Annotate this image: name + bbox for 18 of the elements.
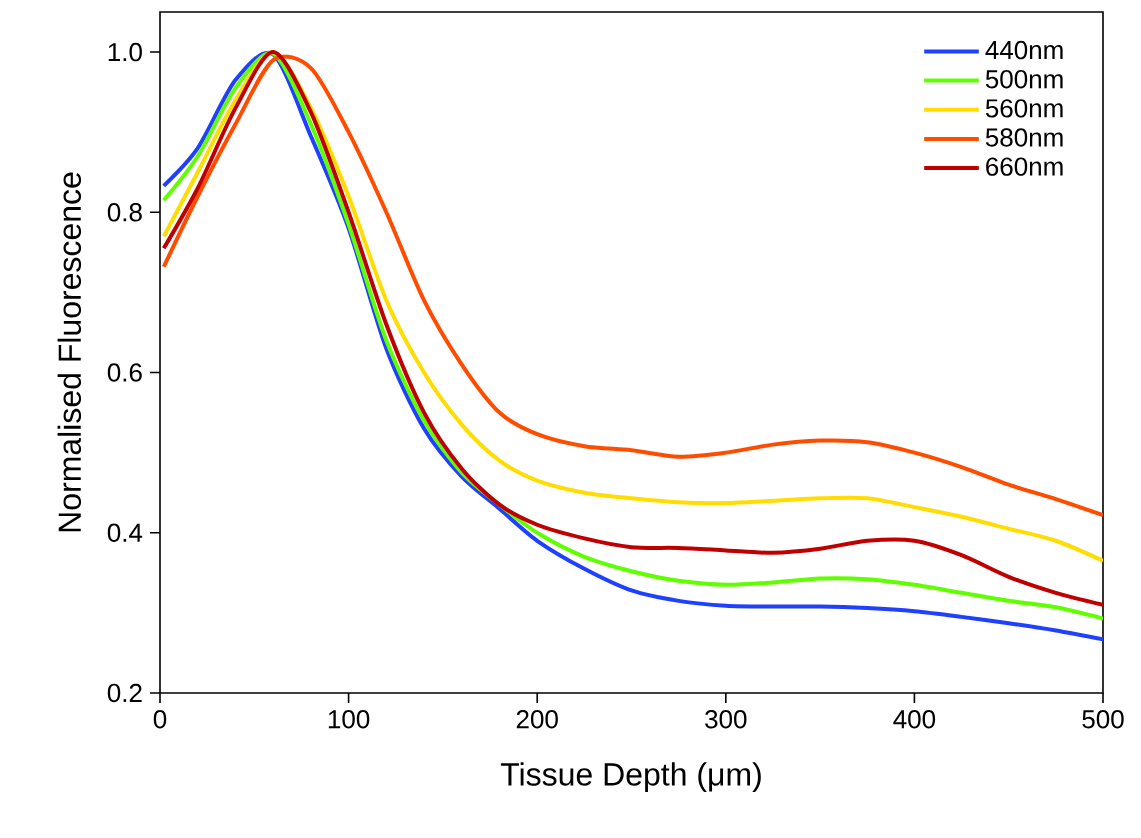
y-axis-title: Normalised Fluorescence	[57, 172, 82, 532]
x-axis-title: Tissue Depth (μm)	[500, 762, 761, 793]
y-tick-label: 0.2	[107, 683, 142, 703]
y-tick-label: 0.8	[107, 203, 142, 222]
legend-label: 580nm	[985, 128, 1063, 147]
x-tick-label: 200	[516, 710, 558, 729]
legend-label: 500nm	[985, 69, 1063, 89]
x-tick-label: 0	[153, 710, 167, 729]
x-tick-label: 500	[1082, 710, 1124, 729]
y-tick-label: 0.6	[107, 363, 142, 382]
legend-label: 440nm	[985, 40, 1063, 60]
y-tick-label: 1.0	[108, 42, 142, 62]
x-tick-label: 400	[893, 710, 936, 729]
legend-label: 560nm	[985, 99, 1063, 118]
legend-label: 660nm	[986, 157, 1063, 176]
x-tick-label: 100	[328, 710, 370, 729]
y-tick-label: 0.4	[107, 523, 143, 542]
x-tick-label: 300	[705, 710, 747, 729]
